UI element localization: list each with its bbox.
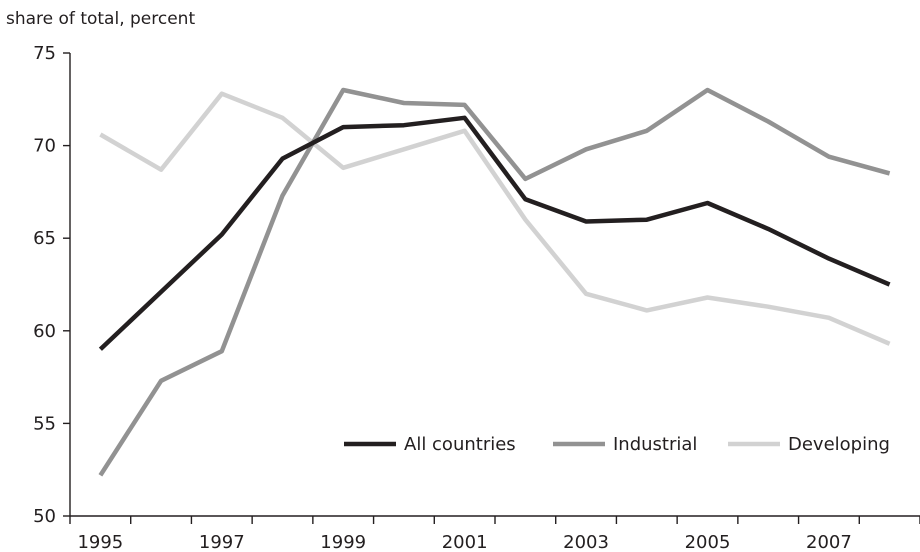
x-tick-label: 1995	[77, 532, 123, 552]
y-tick-label: 55	[33, 413, 56, 434]
y-tick-label: 65	[33, 228, 56, 249]
y-tick-label: 50	[33, 506, 56, 527]
series-line-developing	[99, 91, 891, 346]
x-tick-label: 2005	[685, 532, 731, 552]
x-tick-label: 1999	[320, 532, 366, 552]
legend-label-all-countries: All countries	[404, 434, 516, 455]
x-axis: 1995 1997 1999 2001 2003 2005 2007	[69, 515, 920, 552]
y-axis: 50 55 60 65 70 75	[33, 43, 71, 527]
y-tick-label: 70	[33, 136, 56, 157]
x-tick-label: 2007	[806, 532, 852, 552]
legend-label-developing: Developing	[788, 434, 890, 455]
series-line-industrial	[98, 87, 891, 477]
legend-label-industrial: Industrial	[613, 434, 697, 455]
y-axis-label: share of total, percent	[6, 9, 195, 29]
x-tick-label: 2003	[563, 532, 609, 552]
legend: All countries Industrial Developing	[344, 434, 890, 455]
series-group	[98, 87, 891, 477]
x-tick-label: 2001	[442, 532, 488, 552]
series-line-all-countries	[98, 115, 891, 351]
y-tick-label: 60	[33, 321, 56, 342]
x-tick-label: 1997	[199, 532, 245, 552]
y-tick-label: 75	[33, 43, 56, 64]
